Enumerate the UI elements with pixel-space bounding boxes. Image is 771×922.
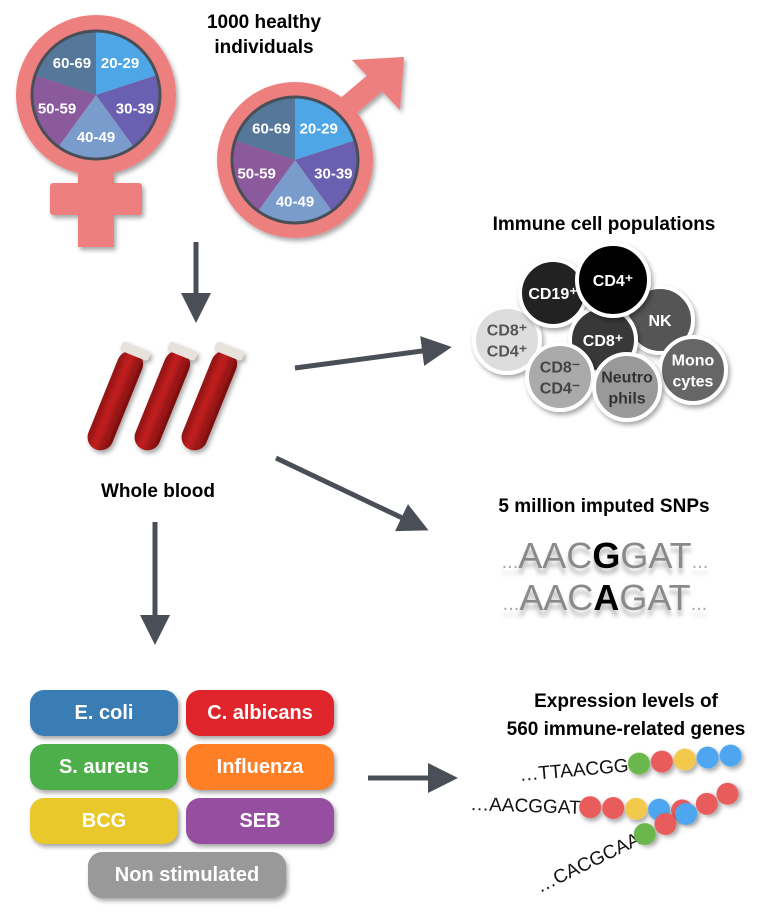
expression-bead [633, 823, 656, 846]
expression-bead [650, 750, 673, 773]
cell-label: CD8⁻ [540, 360, 580, 377]
expression-read: …AACGGAT [464, 794, 700, 822]
cell-cd8cd4: CD8⁺ CD4⁺ [472, 305, 542, 375]
cell-label: NK [648, 313, 672, 330]
expression-reads: …TTAACGG …AACGGAT …CACGCAA [464, 744, 750, 899]
stimulus-non-stimulated: Non stimulated [88, 852, 286, 898]
cell-label: Neutro [601, 370, 653, 387]
stimulus-e-coli: E. coli [30, 690, 178, 736]
stimulus-bcg: BCG [30, 798, 178, 844]
cell-label: cytes [673, 374, 714, 391]
read-sequence: …TTAACGG [519, 756, 630, 786]
read-sequence: …AACGGAT [470, 794, 582, 819]
cell-neutrophils: Neutro phils [592, 352, 662, 422]
arrow-to-snps [274, 455, 429, 532]
immune-cell-cluster: CD8⁺ CD4⁺ CD19⁺ NK CD8⁺ CD4⁺ CD8⁻ CD4⁻ Mono cytes… [472, 242, 728, 422]
expression-bead [579, 796, 602, 819]
expression-bead [716, 782, 739, 805]
age-label: 60-69 [53, 55, 91, 72]
pie-outline [230, 95, 360, 225]
cell-monocytes: Mono cytes [658, 335, 728, 405]
expression-bead [719, 744, 742, 767]
title-line-1: 1000 healthy [207, 12, 321, 33]
expression-read: …CACGCAA [533, 782, 749, 899]
age-label: 20-29 [101, 55, 139, 72]
pie-outline [30, 29, 162, 161]
pie-slice-30-39 [96, 75, 161, 147]
cell-label: phils [608, 391, 645, 408]
age-label: 20-29 [300, 120, 338, 137]
pie-slice-20-29 [96, 31, 157, 95]
age-label: 40-49 [276, 193, 314, 210]
pie-slice-20-29 [295, 97, 355, 160]
snp-sequence: ...AACGGAT... [502, 535, 709, 576]
stimulus-influenza: Influenza [186, 744, 334, 790]
pie-slice-60-69 [35, 31, 96, 95]
age-label: 50-59 [237, 165, 275, 182]
cell-label: CD8⁺ [583, 333, 623, 350]
expression-bead [673, 748, 696, 771]
read-sequence: …CACGCAA [533, 829, 644, 898]
stimulus-seb: SEB [186, 798, 334, 844]
expression-title-1: Expression levels of [534, 691, 718, 712]
cell-label: CD4⁺ [593, 273, 633, 290]
immune-title: Immune cell populations [493, 214, 716, 235]
cell-label: CD8⁺ [487, 323, 527, 340]
expression-bead [695, 792, 718, 815]
snp-sequence: ...AACAGAT... [503, 577, 708, 618]
cell-label: Mono [672, 353, 715, 370]
expression-read: …TTAACGG [515, 744, 750, 786]
cell-label: CD19⁺ [528, 286, 577, 303]
pie-slice-50-59 [32, 75, 96, 147]
whole-blood-label: Whole blood [101, 481, 215, 502]
cell-label: CD4⁺ [487, 344, 527, 361]
pie-slice-30-39 [295, 140, 358, 211]
pie-slice-40-49 [58, 95, 134, 159]
cell-label: CD4⁻ [540, 381, 580, 398]
age-label: 30-39 [116, 101, 154, 118]
expression-title-2: 560 immune-related genes [507, 719, 746, 740]
snp-title: 5 million imputed SNPs [498, 496, 709, 517]
age-label: 40-49 [77, 129, 115, 146]
pie-slice-60-69 [235, 97, 295, 160]
title-line-2: individuals [214, 37, 313, 58]
cell-cd8cd4: CD8⁻ CD4⁻ [525, 342, 595, 412]
expression-bead [627, 752, 650, 775]
snp-sequences: ...AACGGAT......AACAGAT... [502, 535, 709, 618]
age-label: 50-59 [38, 101, 76, 118]
cell-cd19: CD19⁺ [518, 258, 588, 328]
stimulus-c-albicans: C. albicans [186, 690, 334, 736]
blood-tubes-icon [87, 341, 245, 451]
arrow-to-cells [294, 336, 452, 371]
age-label: 60-69 [252, 120, 290, 137]
expression-bead [696, 746, 719, 769]
expression-bead [675, 802, 698, 825]
stimulus-s-aureus: S. aureus [30, 744, 178, 790]
expression-bead [625, 797, 648, 820]
cell-cd4: CD4⁺ [575, 242, 651, 318]
pie-slice-50-59 [232, 140, 295, 211]
expression-bead [602, 796, 625, 819]
expression-bead [654, 813, 677, 836]
pie-slice-40-49 [257, 160, 333, 223]
age-label: 30-39 [314, 165, 352, 182]
